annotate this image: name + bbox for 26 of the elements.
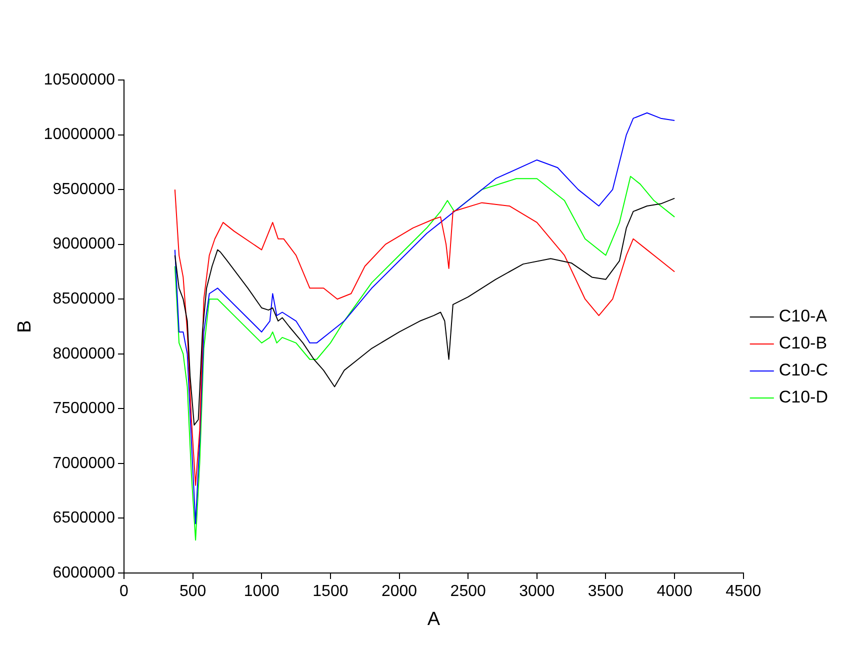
x-tick-label: 1000 bbox=[244, 583, 280, 600]
legend-label: C10-A bbox=[778, 306, 828, 326]
legend-label: C10-B bbox=[778, 334, 828, 353]
y-axis-title: B bbox=[14, 320, 36, 333]
y-tick-label: 6000000 bbox=[52, 564, 116, 582]
x-tick-label: 3500 bbox=[588, 583, 624, 600]
legend-label: C10-C bbox=[778, 360, 828, 380]
x-tick-label: 4500 bbox=[726, 583, 762, 600]
x-tick-label: 4000 bbox=[656, 583, 692, 600]
x-tick-label: 0 bbox=[120, 583, 129, 600]
y-tick-label: 7500000 bbox=[52, 400, 116, 418]
y-tick-label: 7000000 bbox=[52, 454, 116, 472]
x-axis-title: A bbox=[427, 608, 440, 630]
legend-label: C10-D bbox=[778, 388, 828, 407]
x-tick-label: 1500 bbox=[312, 583, 348, 600]
y-tick-label: 10500000 bbox=[44, 71, 116, 88]
x-tick-label: 2500 bbox=[450, 583, 486, 600]
x-tick-label: 500 bbox=[179, 583, 206, 600]
x-tick-label: 3000 bbox=[519, 583, 555, 600]
y-tick-label: 6500000 bbox=[52, 510, 116, 527]
y-tick-label: 9000000 bbox=[52, 236, 116, 253]
y-tick-label: 8500000 bbox=[52, 290, 116, 308]
y-tick-label: 10000000 bbox=[44, 126, 116, 144]
x-tick-label: 2000 bbox=[381, 583, 418, 600]
y-tick-label: 9500000 bbox=[52, 180, 116, 198]
y-tick-label: 8000000 bbox=[52, 345, 116, 362]
